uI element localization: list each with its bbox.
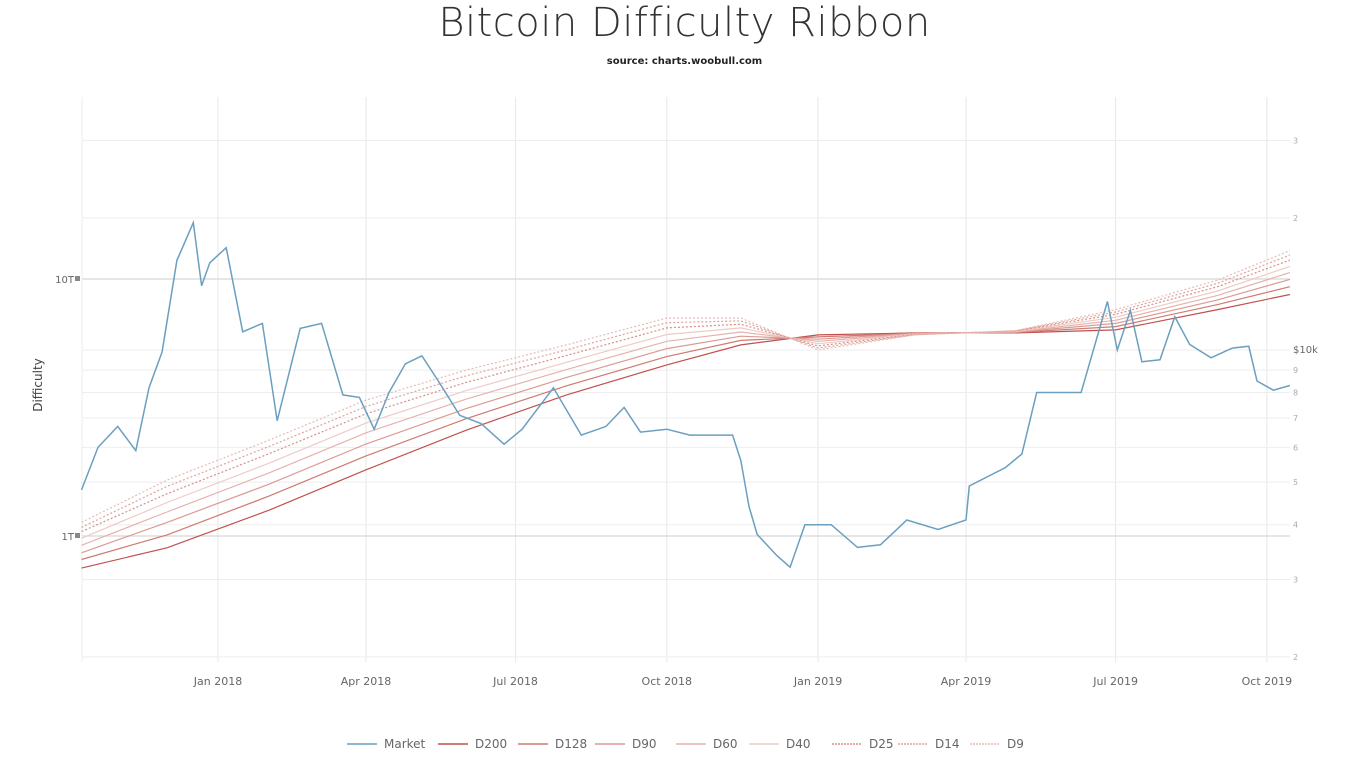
legend-label: D128 [555, 737, 587, 751]
right-tick-label: 5 [1293, 478, 1298, 487]
legend-item-d14[interactable]: D14 [898, 737, 960, 751]
x-tick-label: Jul 2019 [1092, 675, 1138, 688]
series-lines [80, 219, 1291, 569]
series-d200 [81, 293, 1291, 569]
right-tick-label: 7 [1293, 414, 1298, 423]
series-d90 [81, 278, 1291, 554]
x-tick-label: Jan 2019 [793, 675, 842, 688]
legend-label: D40 [786, 737, 811, 751]
y-axis-label: Difficulty [31, 358, 45, 412]
axes: Jan 2018 Apr 2018 Jul 2018 Oct 2018 Jan 2019… [55, 137, 1318, 688]
right-tick-label: 9 [1293, 366, 1298, 375]
series-d128 [81, 286, 1291, 561]
right-tick-label: 4 [1293, 521, 1298, 530]
legend-label: Market [384, 737, 426, 751]
series-d9 [81, 250, 1291, 523]
left-tick-label: 10T [55, 275, 75, 286]
right-tick-label: $10k [1293, 345, 1318, 356]
right-tick-label: 6 [1293, 443, 1298, 452]
x-tick-label: Jul 2018 [492, 675, 538, 688]
legend-label: D9 [1007, 737, 1024, 751]
series-d40 [81, 265, 1291, 539]
x-tick-label: Jan 2018 [193, 675, 242, 688]
legend: Market D200 D128 D90 D60 D40 D25 D14 D9 [347, 737, 1024, 751]
x-tick-label: Oct 2019 [1242, 675, 1293, 688]
right-tick-label: 3 [1293, 576, 1298, 585]
legend-item-d60[interactable]: D60 [676, 737, 738, 751]
legend-item-d90[interactable]: D90 [595, 737, 657, 751]
x-tick-label: Apr 2019 [941, 675, 992, 688]
series-market [80, 219, 1291, 569]
chart-subtitle: source: charts.woobull.com [606, 56, 763, 67]
x-tick-label: Oct 2018 [642, 675, 693, 688]
legend-label: D200 [475, 737, 507, 751]
right-tick-label: 8 [1293, 389, 1298, 398]
legend-label: D25 [869, 737, 894, 751]
legend-item-d200[interactable]: D200 [438, 737, 507, 751]
right-tick-label: 3 [1293, 137, 1298, 146]
series-d14 [81, 254, 1291, 528]
legend-item-d128[interactable]: D128 [518, 737, 587, 751]
x-tick-label: Apr 2018 [341, 675, 392, 688]
tick-marker [75, 533, 80, 538]
series-d25 [81, 259, 1291, 533]
left-tick-label: 1T [62, 532, 75, 543]
legend-label: D90 [632, 737, 657, 751]
legend-item-d25[interactable]: D25 [832, 737, 894, 751]
series-d60 [81, 272, 1291, 546]
legend-item-market[interactable]: Market [347, 737, 426, 751]
chart-title: Bitcoin Difficulty Ribbon [438, 0, 931, 46]
legend-item-d40[interactable]: D40 [749, 737, 811, 751]
right-tick-label: 2 [1293, 653, 1298, 662]
tick-marker [75, 276, 80, 281]
legend-label: D14 [935, 737, 960, 751]
legend-label: D60 [713, 737, 738, 751]
right-tick-label: 2 [1293, 214, 1298, 223]
legend-item-d9[interactable]: D9 [970, 737, 1024, 751]
grid [81, 97, 1290, 662]
